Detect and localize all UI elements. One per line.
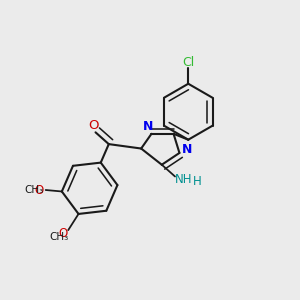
Text: N: N <box>143 120 154 133</box>
Text: H: H <box>193 175 202 188</box>
Text: O: O <box>34 184 43 196</box>
Text: Cl: Cl <box>182 56 194 69</box>
Text: CH₃: CH₃ <box>24 185 44 195</box>
Text: NH: NH <box>174 173 192 186</box>
Text: CH₃: CH₃ <box>50 232 69 242</box>
Text: O: O <box>58 226 68 240</box>
Text: N: N <box>182 143 192 157</box>
Text: O: O <box>88 119 98 132</box>
